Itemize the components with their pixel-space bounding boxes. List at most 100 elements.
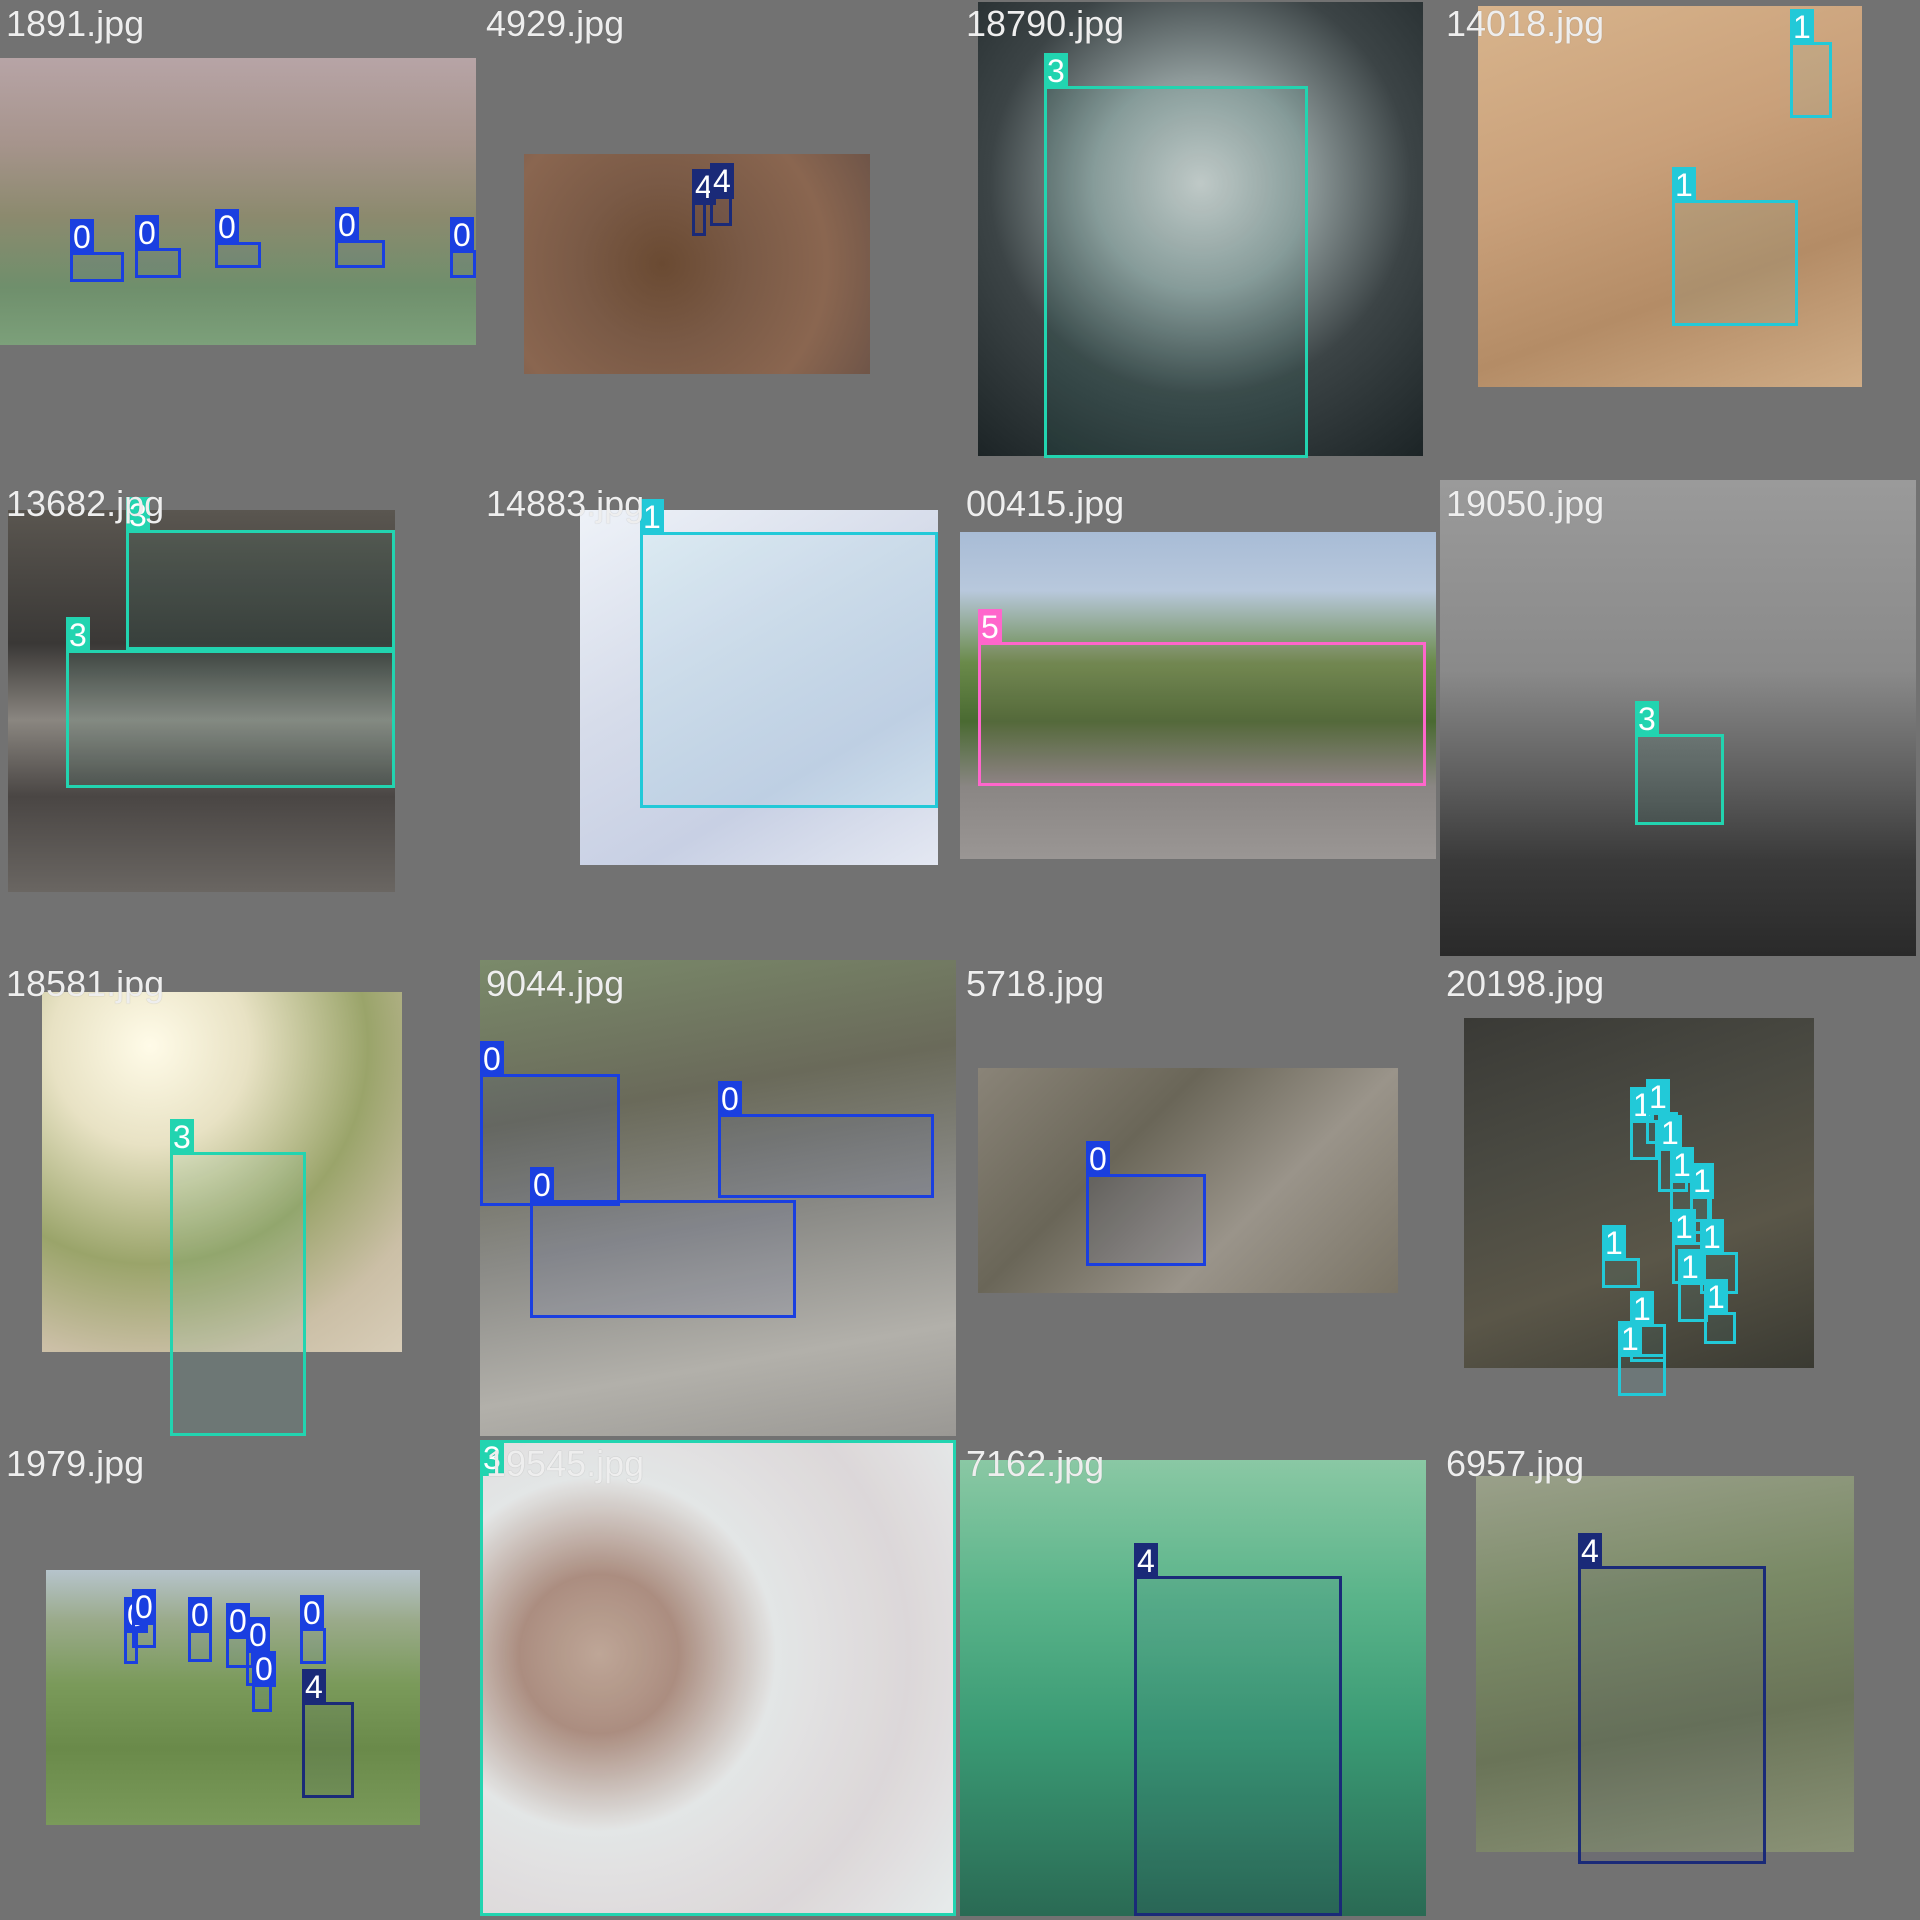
tile-filename: 9044.jpg xyxy=(486,963,625,1004)
detection-class-label: 1 xyxy=(1672,1209,1696,1245)
tile-photo xyxy=(8,510,395,892)
detection-class-label: 0 xyxy=(335,207,359,243)
detection-class-label: 1 xyxy=(1630,1291,1654,1327)
detection-class-label: 3 xyxy=(1044,53,1068,89)
detection-box: 0 xyxy=(188,1597,212,1662)
tile-filename: 5718.jpg xyxy=(966,963,1105,1004)
tile-filename: 19545.jpg xyxy=(486,1443,645,1484)
detection-class-label: 5 xyxy=(978,609,1002,645)
tile-photo xyxy=(960,1460,1426,1916)
mosaic-tile: 13682.jpg 3 3 xyxy=(0,480,476,956)
detection-class-label: 0 xyxy=(132,1589,156,1625)
detection-box: 0 xyxy=(252,1651,276,1712)
tile-photo xyxy=(960,532,1436,859)
detection-box: 0 xyxy=(135,215,181,278)
tile-photo xyxy=(0,58,476,345)
detection-box: 0 xyxy=(132,1589,156,1648)
detection-class-label: 1 xyxy=(640,499,664,535)
tile-filename: 20198.jpg xyxy=(1446,963,1605,1004)
detection-box: 5 xyxy=(978,609,1426,786)
detection-box: 0 xyxy=(718,1081,934,1198)
mosaic-tile: 7162.jpg 4 xyxy=(960,1440,1436,1916)
detection-class-label: 1 xyxy=(1658,1115,1682,1151)
detection-class-label: 1 xyxy=(1700,1219,1724,1255)
tile-filename: 00415.jpg xyxy=(966,483,1125,524)
mosaic-tile: 14883.jpg 1 xyxy=(480,480,956,956)
detection-class-label: 4 xyxy=(302,1669,326,1705)
detection-class-label: 3 xyxy=(480,1440,504,1476)
detection-class-label: 1 xyxy=(1602,1225,1626,1261)
detection-class-label: 0 xyxy=(70,219,94,255)
detection-box: 0 xyxy=(335,207,385,268)
tile-filename: 1891.jpg xyxy=(6,3,145,44)
detection-box: 1 xyxy=(1672,167,1798,326)
detection-class-label: 1 xyxy=(1790,9,1814,45)
detection-box: 1 xyxy=(1618,1321,1666,1396)
detection-box: 4 xyxy=(692,169,716,236)
mosaic-tile: 1891.jpg 0 0 0 0 0 xyxy=(0,0,476,476)
tile-filename: 14883.jpg xyxy=(486,483,645,524)
detection-class-label: 0 xyxy=(480,1041,504,1077)
detection-class-label: 0 xyxy=(246,1617,270,1653)
mosaic-tile: 6957.jpg 4 xyxy=(1440,1440,1916,1916)
mosaic-tile: 19050.jpg 3 xyxy=(1440,480,1916,956)
mosaic-tile: 1979.jpg00000004 xyxy=(0,1440,476,1916)
detection-class-label: 1 xyxy=(1670,1147,1694,1183)
tile-filename: 18581.jpg xyxy=(6,963,165,1004)
detection-class-label: 0 xyxy=(252,1651,276,1687)
detection-box: 0 xyxy=(530,1167,796,1318)
detection-box: 1 xyxy=(640,499,938,808)
detection-box: 1 xyxy=(1602,1225,1640,1288)
mosaic-tile: 20198.jpg 1 1 1 1 1 1 1 1 1 1 1 1 xyxy=(1440,960,1916,1436)
detection-class-label: 0 xyxy=(1086,1141,1110,1177)
detection-box: 1 xyxy=(1690,1163,1714,1234)
detection-box: 3 xyxy=(1044,53,1308,458)
detection-class-label: 0 xyxy=(226,1603,250,1639)
tile-photo xyxy=(480,1440,956,1916)
mosaic-tile: 19545.jpg 3 xyxy=(480,1440,956,1916)
detection-class-label: 1 xyxy=(1672,167,1696,203)
tile-photo xyxy=(42,992,402,1352)
tile-photo xyxy=(1478,6,1862,387)
tile-filename: 14018.jpg xyxy=(1446,3,1605,44)
detection-box: 3 xyxy=(66,617,395,788)
detection-class-label: 3 xyxy=(170,1119,194,1155)
detection-class-label: 1 xyxy=(1618,1321,1642,1357)
detection-class-label: 4 xyxy=(692,169,716,205)
tile-filename: 19050.jpg xyxy=(1446,483,1605,524)
detection-class-label: 1 xyxy=(1690,1163,1714,1199)
mosaic-tile: 14018.jpg 1 1 xyxy=(1440,0,1916,476)
mosaic-tile: 18581.jpg 3 xyxy=(0,960,476,1436)
detection-box: 3 xyxy=(1635,701,1724,825)
detection-box: 1 xyxy=(1790,9,1832,118)
detection-box: 3 xyxy=(126,497,395,650)
detection-class-label: 1 xyxy=(1646,1079,1670,1115)
tile-photo xyxy=(480,960,956,1436)
detection-box: 0 xyxy=(1086,1141,1206,1266)
detection-box: 4 xyxy=(1134,1543,1342,1916)
detection-class-label: 0 xyxy=(188,1597,212,1633)
mosaic-tile: 9044.jpg 0 0 0 xyxy=(480,960,956,1436)
detection-box: 0 xyxy=(450,217,476,278)
detection-box: 0 xyxy=(70,219,124,282)
tile-photo xyxy=(978,1068,1398,1293)
detection-box: 3 xyxy=(480,1440,956,1916)
detection-class-label: 0 xyxy=(718,1081,742,1117)
detection-box: 1 xyxy=(1678,1249,1708,1322)
mosaic-tile: 18790.jpg 3 xyxy=(960,0,1436,476)
detection-class-label: 4 xyxy=(1134,1543,1158,1579)
tile-filename: 6957.jpg xyxy=(1446,1443,1585,1484)
detection-class-label: 3 xyxy=(126,497,150,533)
detection-box: 1 xyxy=(1704,1279,1736,1344)
detection-box: 4 xyxy=(302,1669,354,1798)
detection-class-label: 0 xyxy=(450,217,474,253)
mosaic-tile: 4929.jpg 4 4 xyxy=(480,0,956,476)
tile-filename: 18790.jpg xyxy=(966,3,1125,44)
mosaic-tile: 00415.jpg 5 xyxy=(960,480,1436,956)
detection-box: 0 xyxy=(480,1041,620,1206)
tile-filename: 7162.jpg xyxy=(966,1443,1105,1484)
detection-box: 0 xyxy=(300,1595,326,1664)
detection-class-label: 0 xyxy=(530,1167,554,1203)
detection-class-label: 3 xyxy=(1635,701,1659,737)
